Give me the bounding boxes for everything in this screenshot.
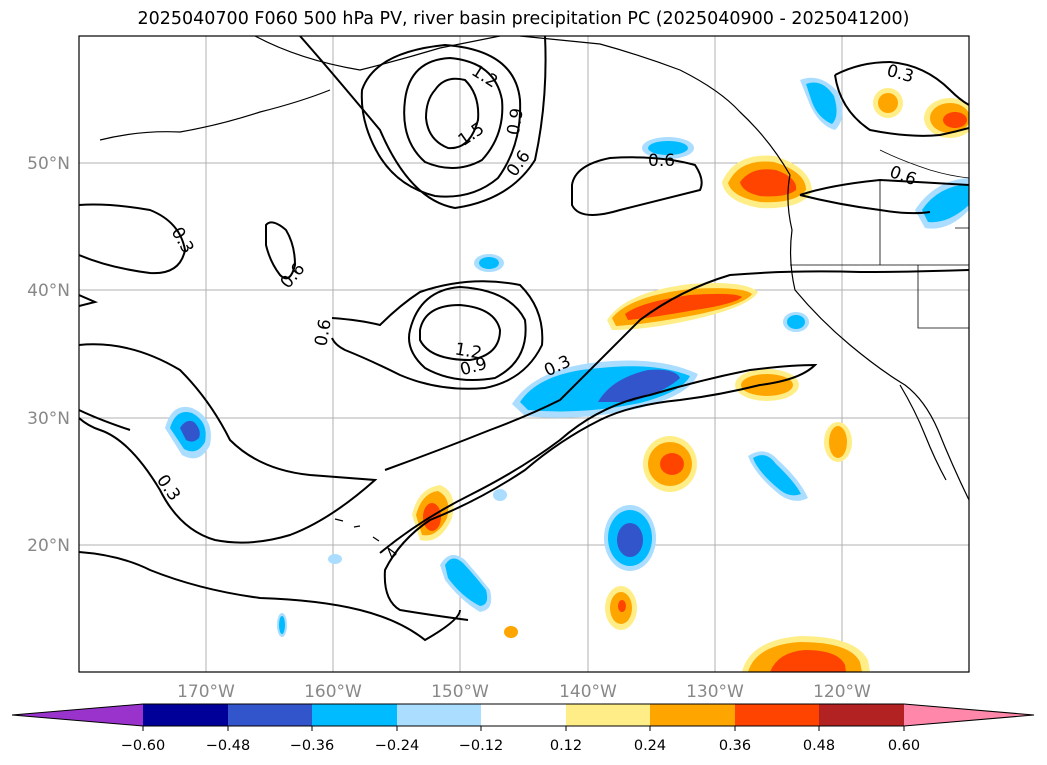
graticule xyxy=(79,36,969,672)
colorbar-tick-label: −0.60 xyxy=(121,738,165,754)
colorbar-tick-label: 0.48 xyxy=(803,738,835,754)
lon-label: 140°W xyxy=(559,682,617,702)
colorbar-tick-label: 0.60 xyxy=(888,738,920,754)
lon-label: 130°W xyxy=(686,682,744,702)
colorbar: −0.60 −0.48 −0.36 −0.24 −0.12 0.12 0.24 … xyxy=(11,703,1035,754)
colorbar-tick-label: 0.36 xyxy=(719,738,751,754)
colorbar-tick-label: −0.12 xyxy=(459,738,503,754)
colorbar-extend-high xyxy=(904,704,1034,726)
lon-label: 170°W xyxy=(177,682,235,702)
colorbar-tick-label: 0.24 xyxy=(634,738,666,754)
longitude-labels: 170°W 160°W 150°W 140°W 130°W 120°W xyxy=(177,682,871,702)
lon-label: 120°W xyxy=(813,682,871,702)
coastlines xyxy=(99,36,969,560)
colorbar-extend-low xyxy=(12,704,143,726)
lat-label: 40°N xyxy=(27,281,70,301)
colorbar-tick-label: −0.48 xyxy=(206,738,250,754)
colorbar-tick-label: 0.12 xyxy=(550,738,582,754)
pv-label: 1.2 xyxy=(453,339,483,363)
lon-label: 160°W xyxy=(304,682,362,702)
latitude-labels: 50°N 40°N 30°N 20°N xyxy=(27,154,70,556)
colorbar-tick-label: −0.36 xyxy=(290,738,334,754)
pv-label: 0.9 xyxy=(504,107,528,137)
map-panel xyxy=(79,36,969,672)
lat-label: 20°N xyxy=(27,536,70,556)
pv-label: 0.6 xyxy=(648,151,675,171)
pv-label: 0.6 xyxy=(311,318,335,348)
map-border xyxy=(78,35,970,673)
lon-label: 150°W xyxy=(431,682,489,702)
precipitation-field xyxy=(165,77,969,672)
pv-contours xyxy=(79,36,969,642)
colorbar-tick-label: −0.24 xyxy=(375,738,419,754)
lat-label: 30°N xyxy=(27,409,70,429)
map-title: 2025040700 F060 500 hPa PV, river basin … xyxy=(137,9,910,29)
lat-label: 50°N xyxy=(27,154,70,174)
